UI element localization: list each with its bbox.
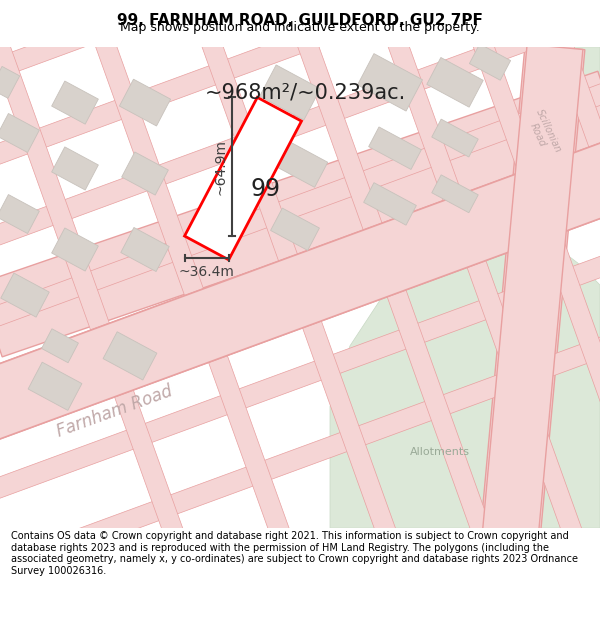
Text: ~64.9m: ~64.9m [214,139,227,195]
Polygon shape [482,44,583,541]
Polygon shape [469,44,511,80]
Polygon shape [77,0,335,625]
Polygon shape [482,0,600,514]
Polygon shape [0,71,600,357]
Polygon shape [172,0,428,625]
Polygon shape [427,58,483,107]
Polygon shape [336,0,593,568]
Polygon shape [0,0,600,237]
Polygon shape [272,139,328,188]
Polygon shape [271,208,319,251]
Polygon shape [411,0,600,540]
Polygon shape [52,81,98,124]
Text: Farnham Road: Farnham Road [55,382,175,441]
Polygon shape [330,224,600,528]
Text: ~36.4m: ~36.4m [179,266,235,279]
Polygon shape [0,50,600,380]
Polygon shape [52,147,98,190]
Polygon shape [0,0,593,84]
Polygon shape [41,329,79,362]
Polygon shape [364,182,416,225]
Polygon shape [52,228,98,271]
Polygon shape [1,273,49,317]
Polygon shape [0,0,600,161]
Text: Contains OS data © Crown copyright and database right 2021. This information is : Contains OS data © Crown copyright and d… [11,531,578,576]
Polygon shape [0,114,40,152]
Polygon shape [358,54,422,111]
Text: 99: 99 [250,177,280,201]
Polygon shape [122,152,169,195]
Polygon shape [185,98,301,260]
Polygon shape [432,175,478,213]
Text: Allotments: Allotments [410,447,470,457]
Polygon shape [0,274,600,604]
Polygon shape [0,202,600,532]
Polygon shape [0,0,600,308]
Polygon shape [0,194,40,234]
Text: Scillonian
Road: Scillonian Road [523,107,563,159]
Polygon shape [0,140,600,442]
Polygon shape [432,119,478,157]
Polygon shape [28,362,82,411]
Polygon shape [368,127,421,169]
Polygon shape [119,79,170,126]
Polygon shape [480,44,585,541]
Polygon shape [256,0,513,597]
Polygon shape [540,47,600,194]
Polygon shape [260,65,320,120]
Polygon shape [121,228,169,271]
Text: 99, FARNHAM ROAD, GUILDFORD, GU2 7PF: 99, FARNHAM ROAD, GUILDFORD, GU2 7PF [117,13,483,28]
Text: ~968m²/~0.239ac.: ~968m²/~0.239ac. [205,82,406,102]
Polygon shape [0,66,20,98]
Polygon shape [103,332,157,380]
Text: Map shows position and indicative extent of the property.: Map shows position and indicative extent… [120,21,480,34]
Polygon shape [0,23,241,625]
Polygon shape [0,140,600,442]
